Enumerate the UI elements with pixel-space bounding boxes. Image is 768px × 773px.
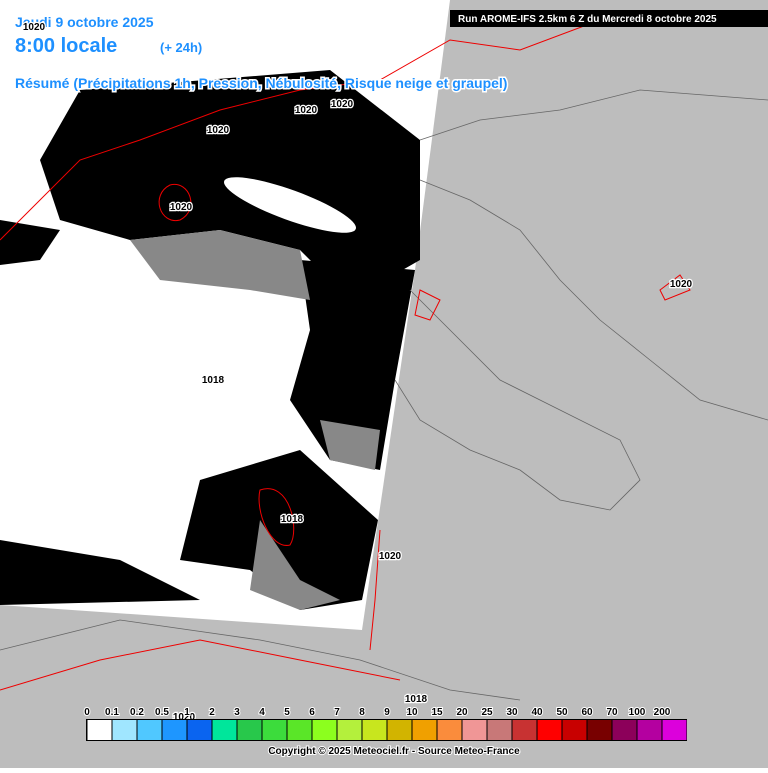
legend-swatch [187,720,212,740]
isobar-label: 1020 [170,202,193,213]
legend-swatch [162,720,187,740]
legend-swatch [437,720,462,740]
legend-swatch [462,720,487,740]
legend-label: 50 [556,707,568,718]
legend-label: 3 [234,707,240,718]
legend-label: 20 [456,707,468,718]
legend-label: 0.1 [105,707,119,718]
legend-swatch [262,720,287,740]
isobar-label: 1020 [331,99,354,110]
legend-label: 2 [209,707,215,718]
borders [0,89,768,701]
legend-label: 5 [284,707,290,718]
legend-swatch [312,720,337,740]
legend-label: 0.5 [155,707,169,718]
isobar-label: 1018 [281,514,304,525]
legend-label: 30 [506,707,518,718]
legend-swatch [612,720,637,740]
legend-label: 0 [84,707,90,718]
lead: (+ 24h) [160,40,202,55]
isobar-label: 1020 [670,279,693,290]
legend-swatch [537,720,562,740]
legend-label: 0.2 [130,707,144,718]
legend-swatch [337,720,362,740]
legend-label: 25 [481,707,493,718]
legend: 0 0.1 0.2 0.5 1 2 3 4 5 6 7 8 9 10 15 20 25 30 40 50 60 70 100… [83,706,687,740]
legend-swatch [237,720,262,740]
legend-label: 8 [359,707,365,718]
legend-label: 100 [629,707,646,718]
legend-label: 1 [184,707,190,718]
legend-label: 9 [384,707,390,718]
legend-label: 40 [531,707,543,718]
run-box [450,10,768,27]
legend-swatch [362,720,387,740]
legend-label: 6 [309,707,315,718]
legend-swatch [412,720,437,740]
isobar-label: 1020 [23,22,46,33]
isobar-label: 1018 [405,694,428,705]
legend-swatch [87,720,112,740]
run-text: Run AROME-IFS 2.5km 6 Z du Mercredi 8 oc… [458,14,717,25]
isobar-label: 1020 [207,125,230,136]
legend-label: 7 [334,707,340,718]
legend-swatch [662,720,687,740]
legend-label: 200 [654,707,671,718]
legend-label: 70 [606,707,618,718]
isobars [0,19,691,691]
legend-label: 4 [259,707,265,718]
legend-swatch [637,720,662,740]
isobar-label: 1020 [379,551,402,562]
isobar-label: 1018 [202,375,225,386]
isobar-labels: 1020102010201020102010181018102010201018… [22,21,694,725]
legend-label: 15 [431,707,443,718]
legend-swatch [287,720,312,740]
legend-swatch [212,720,237,740]
date: Jeudi 9 octobre 2025 [15,14,154,30]
legend-swatch [562,720,587,740]
time: 8:00 locale [15,35,117,57]
gray-cloud [130,230,380,610]
legend-swatch [112,720,137,740]
summary: Résumé (Précipitations 1h, Pression, Néb… [15,75,507,91]
copyright: Copyright © 2025 Meteociel.fr - Source M… [268,746,520,757]
white-cloud [224,177,356,233]
isobar-label: 1020 [295,105,318,116]
legend-swatch [512,720,537,740]
legend-swatch [587,720,612,740]
legend-swatch [487,720,512,740]
legend-label: 60 [581,707,593,718]
legend-swatch [387,720,412,740]
legend-label: 10 [406,707,418,718]
legend-swatch [137,720,162,740]
